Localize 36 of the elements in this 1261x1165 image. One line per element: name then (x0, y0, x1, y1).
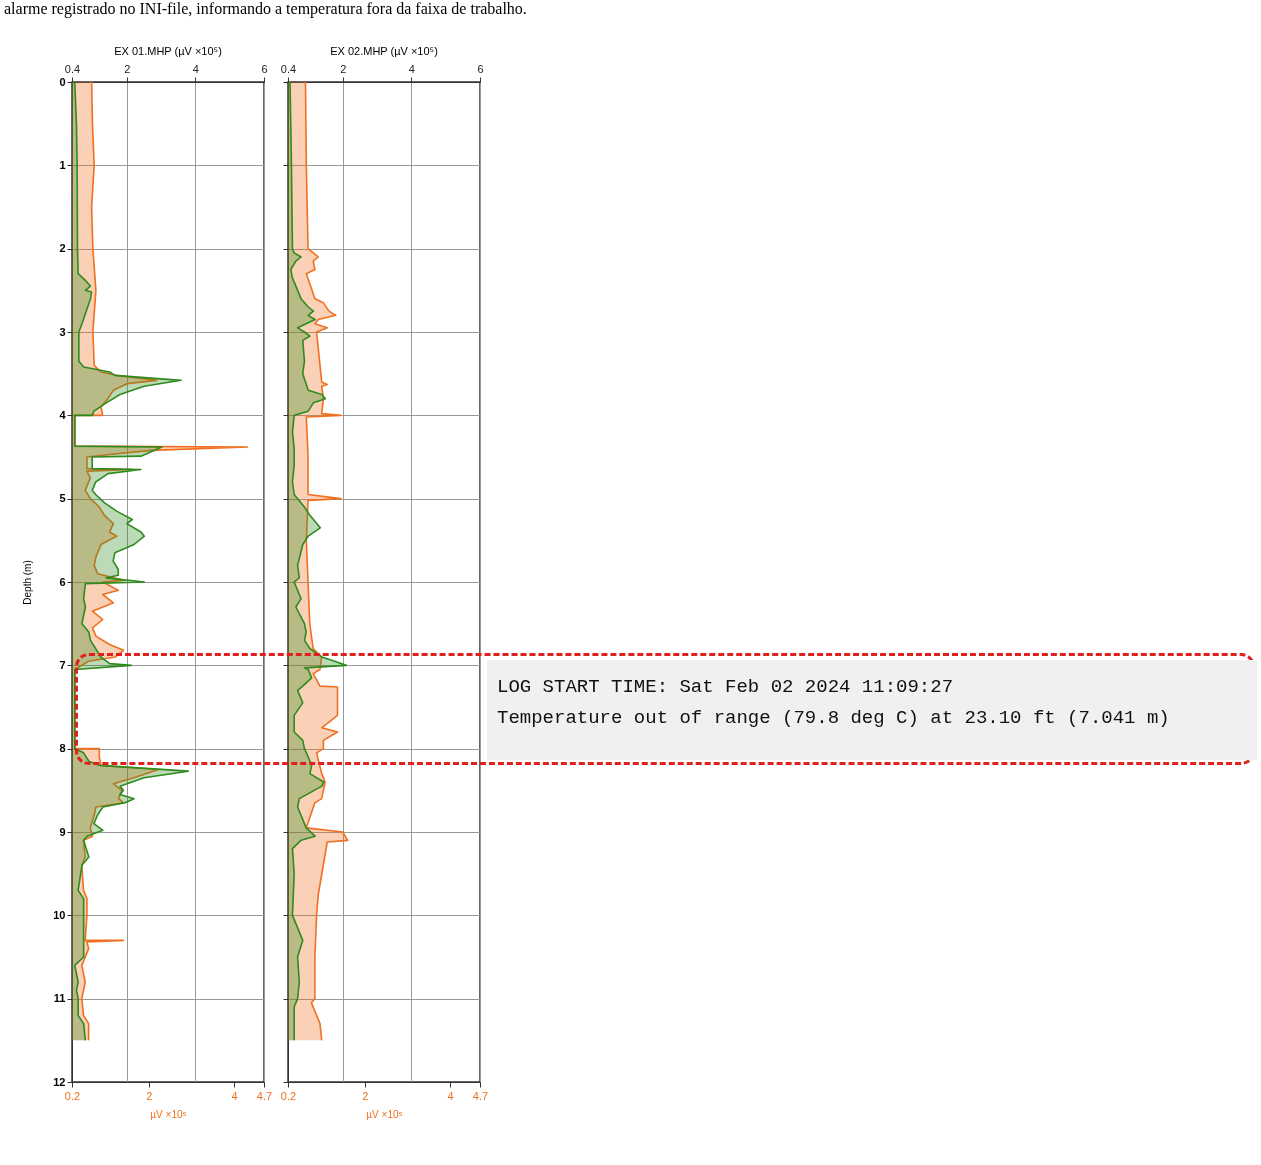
y-tick-label: 2 (59, 242, 66, 255)
x2-tick-label: 6 (261, 62, 268, 75)
y-tick-label: 5 (59, 492, 66, 505)
x2-tick-label: 2 (340, 62, 347, 75)
y-tick-label: 11 (53, 992, 66, 1005)
chart-title: EX 02.MHP (µV ×10⁵) (330, 45, 438, 57)
x-tick-label: 4 (447, 1089, 454, 1102)
x2-tick-label: 6 (477, 62, 484, 75)
y-tick-label: 6 (59, 575, 66, 588)
x-tick-label: 4 (231, 1089, 238, 1102)
y-axis-title: Depth (m) (22, 560, 34, 605)
y-tick-label: 12 (53, 1075, 66, 1088)
x-tick-label: 4.7 (472, 1089, 489, 1102)
y-tick-label: 1 (59, 158, 66, 171)
chart-title: EX 01.MHP (µV ×10⁵) (114, 45, 222, 57)
x-axis-title: µV ×10⁵ (366, 1108, 403, 1120)
y-tick-label: 9 (59, 825, 66, 838)
x-tick-label: 2 (362, 1089, 369, 1102)
y-tick-label: 0 (59, 75, 66, 88)
y-tick-label: 7 (59, 658, 66, 671)
x2-tick-label: 4 (192, 62, 199, 75)
x-tick-label: 0.2 (64, 1089, 81, 1102)
y-tick-label: 3 (59, 325, 66, 338)
x2-tick-label: 0.4 (64, 62, 81, 75)
x2-tick-label: 2 (124, 62, 131, 75)
y-tick-label: 8 (59, 742, 66, 755)
x-tick-label: 4.7 (256, 1089, 273, 1102)
y-tick-label: 4 (59, 408, 67, 421)
x2-tick-label: 0.4 (280, 62, 297, 75)
x-axis-title: µV ×10⁵ (150, 1108, 187, 1120)
x2-tick-label: 4 (408, 62, 415, 75)
text: alarme registrado no INI-file, informando a temperatura fora da faixa de trabalho. (4, 0, 527, 18)
y-tick-label: 10 (53, 908, 66, 921)
x-tick-label: 2 (146, 1089, 153, 1102)
note-panel: LOG START TIME: Sat Feb 02 2024 11:09:27 Temperature out of range (79.8 deg C) at 23.10 ft (7.041 m) (487, 660, 1257, 760)
x-tick-label: 0.2 (280, 1089, 297, 1102)
